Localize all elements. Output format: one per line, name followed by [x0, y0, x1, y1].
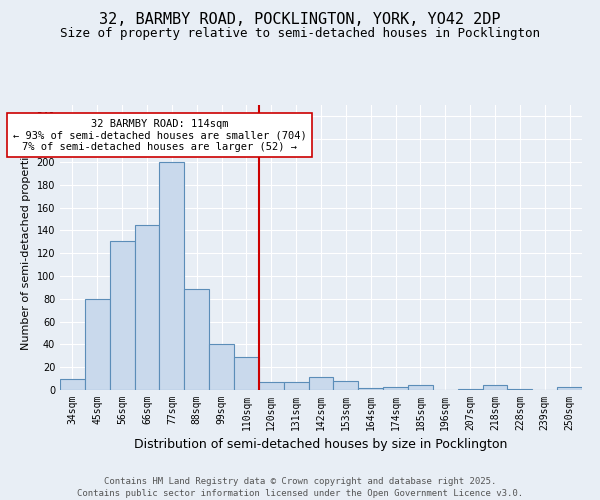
Bar: [458, 389, 482, 390]
Bar: [508, 389, 532, 390]
Bar: [557, 386, 582, 390]
Bar: [60, 378, 85, 390]
Bar: [134, 224, 160, 390]
Bar: [234, 357, 259, 390]
Text: 32 BARMBY ROAD: 114sqm
← 93% of semi-detached houses are smaller (704)
7% of sem: 32 BARMBY ROAD: 114sqm ← 93% of semi-det…: [13, 118, 307, 152]
Text: 32, BARMBY ROAD, POCKLINGTON, YORK, YO42 2DP: 32, BARMBY ROAD, POCKLINGTON, YORK, YO42…: [99, 12, 501, 28]
Bar: [284, 382, 308, 390]
Bar: [209, 344, 234, 390]
Text: Size of property relative to semi-detached houses in Pocklington: Size of property relative to semi-detach…: [60, 28, 540, 40]
Bar: [85, 299, 110, 390]
Bar: [110, 240, 134, 390]
Bar: [482, 386, 508, 390]
Bar: [334, 381, 358, 390]
Bar: [259, 382, 284, 390]
X-axis label: Distribution of semi-detached houses by size in Pocklington: Distribution of semi-detached houses by …: [134, 438, 508, 452]
Text: Contains HM Land Registry data © Crown copyright and database right 2025.
Contai: Contains HM Land Registry data © Crown c…: [77, 476, 523, 498]
Bar: [184, 288, 209, 390]
Bar: [160, 162, 184, 390]
Y-axis label: Number of semi-detached properties: Number of semi-detached properties: [21, 144, 31, 350]
Bar: [408, 386, 433, 390]
Bar: [308, 378, 334, 390]
Bar: [358, 388, 383, 390]
Bar: [383, 386, 408, 390]
